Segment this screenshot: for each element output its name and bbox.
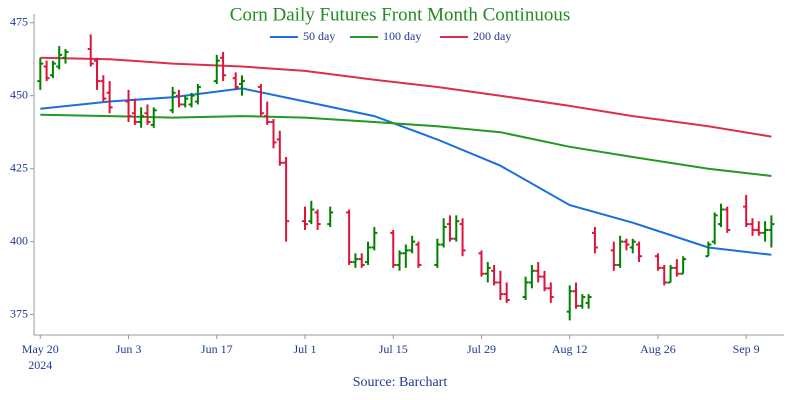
x-tick-label: Jun 17 bbox=[201, 342, 233, 356]
chart-title: Corn Daily Futures Front Month Continuou… bbox=[230, 4, 570, 25]
x-tick-label: Jun 3 bbox=[116, 342, 142, 356]
x-tick-label: Aug 26 bbox=[640, 342, 676, 356]
source-note: Source: Barchart bbox=[353, 375, 448, 390]
x-tick-label: Jul 29 bbox=[467, 342, 496, 356]
x-tick-label: Aug 12 bbox=[552, 342, 588, 356]
moving-average-line bbox=[40, 56, 772, 138]
y-tick-label: 450 bbox=[10, 87, 28, 101]
y-tick-label: 375 bbox=[10, 306, 28, 320]
legend-label: 200 day bbox=[473, 29, 511, 43]
y-tick-label: 475 bbox=[10, 15, 28, 29]
legend-label: 50 day bbox=[303, 29, 335, 43]
x-tick-year: 2024 bbox=[28, 358, 52, 372]
moving-average-line bbox=[40, 87, 772, 256]
x-tick-label: Sep 9 bbox=[733, 342, 760, 356]
y-tick-label: 425 bbox=[10, 160, 28, 174]
x-tick-label: Jul 1 bbox=[294, 342, 317, 356]
y-tick-label: 400 bbox=[10, 233, 28, 247]
x-tick-label: May 20 bbox=[22, 342, 59, 356]
legend-label: 100 day bbox=[383, 29, 421, 43]
moving-average-line bbox=[40, 113, 772, 177]
x-tick-label: Jul 15 bbox=[379, 342, 408, 356]
